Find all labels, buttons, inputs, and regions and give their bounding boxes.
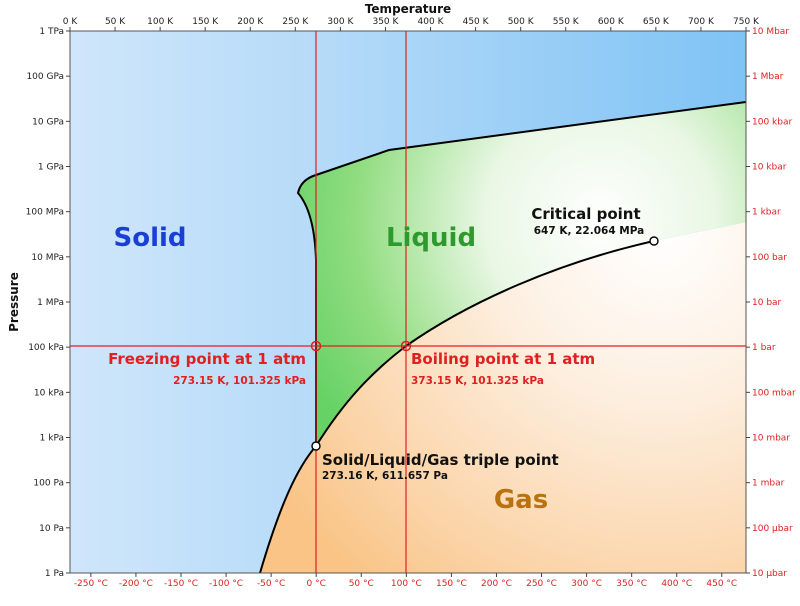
bar-tick-label: 10 µbar xyxy=(752,569,787,579)
celsius-tick-label: -50 °C xyxy=(257,579,285,589)
celsius-tick-label: 350 °C xyxy=(616,579,647,589)
celsius-tick-label: -200 °C xyxy=(119,579,153,589)
celsius-tick-label: 0 °C xyxy=(307,579,326,589)
solid-gas-boundary xyxy=(259,445,317,573)
freezing-point-title: Freezing point at 1 atm xyxy=(108,350,306,368)
pressure-axis-title: Pressure xyxy=(7,272,21,332)
pascal-tick-label: 100 GPa xyxy=(26,72,64,82)
celsius-tick-label: 450 °C xyxy=(706,579,737,589)
kelvin-tick-label: 300 K xyxy=(327,17,354,27)
celsius-tick-label: 200 °C xyxy=(481,579,512,589)
kelvin-tick-label: 50 K xyxy=(105,17,126,27)
kelvin-tick-label: 350 K xyxy=(372,17,399,27)
boiling-point-title: Boiling point at 1 atm xyxy=(411,350,595,368)
pascal-tick-label: 1 GPa xyxy=(38,163,64,173)
kelvin-tick-label: 250 K xyxy=(282,17,309,27)
critical-point-title: Critical point xyxy=(531,205,640,223)
bar-tick-labels: 10 Mbar 1 Mbar 100 kbar 10 kbar 1 kbar 100 ba… xyxy=(752,27,796,579)
freezing-point-marker xyxy=(310,340,322,352)
celsius-tick-label: -150 °C xyxy=(164,579,198,589)
celsius-tick-label: 50 °C xyxy=(349,579,374,589)
gas-region xyxy=(260,222,746,573)
kelvin-tick-label: 700 K xyxy=(688,17,715,27)
bar-tick-label: 100 mbar xyxy=(752,388,796,398)
pascal-tick-label: 10 Pa xyxy=(39,524,64,534)
pascal-tick-label: 100 kPa xyxy=(28,343,64,353)
kelvin-tick-label: 100 K xyxy=(147,17,174,27)
bar-tick-label: 1 mbar xyxy=(752,479,785,489)
pascal-tick-label: 100 MPa xyxy=(26,208,64,218)
celsius-tick-labels: -250 °C -200 °C -150 °C -100 °C -50 °C 0 °C 50… xyxy=(74,579,737,589)
celsius-tick-label: -250 °C xyxy=(74,579,108,589)
critical-point-values: 647 K, 22.064 MPa xyxy=(534,225,644,237)
boiling-point-marker xyxy=(400,340,412,352)
bar-tick-label: 10 bar xyxy=(752,298,782,308)
pascal-tick-label: 10 MPa xyxy=(31,253,64,263)
triple-point-title: Solid/Liquid/Gas triple point xyxy=(322,451,559,469)
liquid-region xyxy=(298,102,746,446)
pascal-tick-label: 1 kPa xyxy=(40,434,64,444)
triple-point-marker xyxy=(311,441,321,451)
bar-tick-label: 10 kbar xyxy=(752,163,787,173)
celsius-tick-label: -100 °C xyxy=(209,579,243,589)
freezing-point-values: 273.15 K, 101.325 kPa xyxy=(173,375,306,387)
bar-tick-label: 10 Mbar xyxy=(752,27,789,37)
solid-label: Solid xyxy=(113,223,186,253)
triple-point-values: 273.16 K, 611.657 Pa xyxy=(322,470,448,482)
celsius-tick-label: 400 °C xyxy=(661,579,692,589)
kelvin-tick-label: 0 K xyxy=(63,17,79,27)
critical-point-marker xyxy=(649,236,659,246)
bar-tick-label: 1 Mbar xyxy=(752,72,784,82)
pascal-tick-label: 1 MPa xyxy=(37,298,64,308)
celsius-tick-label: 250 °C xyxy=(526,579,557,589)
liquid-gas-boundary xyxy=(315,240,655,447)
kelvin-tick-label: 550 K xyxy=(553,17,580,27)
kelvin-tick-label: 600 K xyxy=(598,17,625,27)
kelvin-tick-label: 200 K xyxy=(237,17,264,27)
pascal-tick-label: 1 Pa xyxy=(45,569,64,579)
boiling-point-values: 373.15 K, 101.325 kPa xyxy=(411,375,544,387)
tick-marks xyxy=(66,27,750,577)
bar-tick-label: 1 bar xyxy=(752,343,776,353)
kelvin-tick-label: 450 K xyxy=(463,17,490,27)
liquid-label: Liquid xyxy=(386,223,476,253)
kelvin-tick-label: 750 K xyxy=(733,17,760,27)
temperature-axis-title: Temperature xyxy=(365,2,451,16)
bar-tick-label: 1 kbar xyxy=(752,208,781,218)
celsius-tick-label: 300 °C xyxy=(571,579,602,589)
bar-tick-label: 10 mbar xyxy=(752,434,790,444)
bar-tick-label: 100 kbar xyxy=(752,117,792,127)
kelvin-tick-label: 400 K xyxy=(418,17,445,27)
pascal-tick-labels: 1 TPa 100 GPa 10 GPa 1 GPa 100 MPa 10 MPa 1 MP… xyxy=(26,27,64,579)
kelvin-tick-label: 500 K xyxy=(508,17,535,27)
pascal-tick-label: 10 GPa xyxy=(32,117,64,127)
pascal-tick-label: 1 TPa xyxy=(39,27,64,37)
bar-tick-label: 100 µbar xyxy=(752,524,793,534)
bar-tick-label: 100 bar xyxy=(752,253,787,263)
kelvin-tick-labels: 0 K 50 K 100 K 150 K 200 K 250 K 300 K 350 K 400… xyxy=(63,17,760,27)
celsius-tick-label: 100 °C xyxy=(391,579,422,589)
celsius-tick-label: 150 °C xyxy=(436,579,467,589)
solid-liquid-boundary xyxy=(296,101,746,446)
kelvin-tick-label: 650 K xyxy=(643,17,670,27)
pascal-tick-label: 10 kPa xyxy=(34,388,64,398)
gas-label: Gas xyxy=(494,485,548,515)
pascal-tick-label: 100 Pa xyxy=(33,479,64,489)
kelvin-tick-label: 150 K xyxy=(192,17,219,27)
